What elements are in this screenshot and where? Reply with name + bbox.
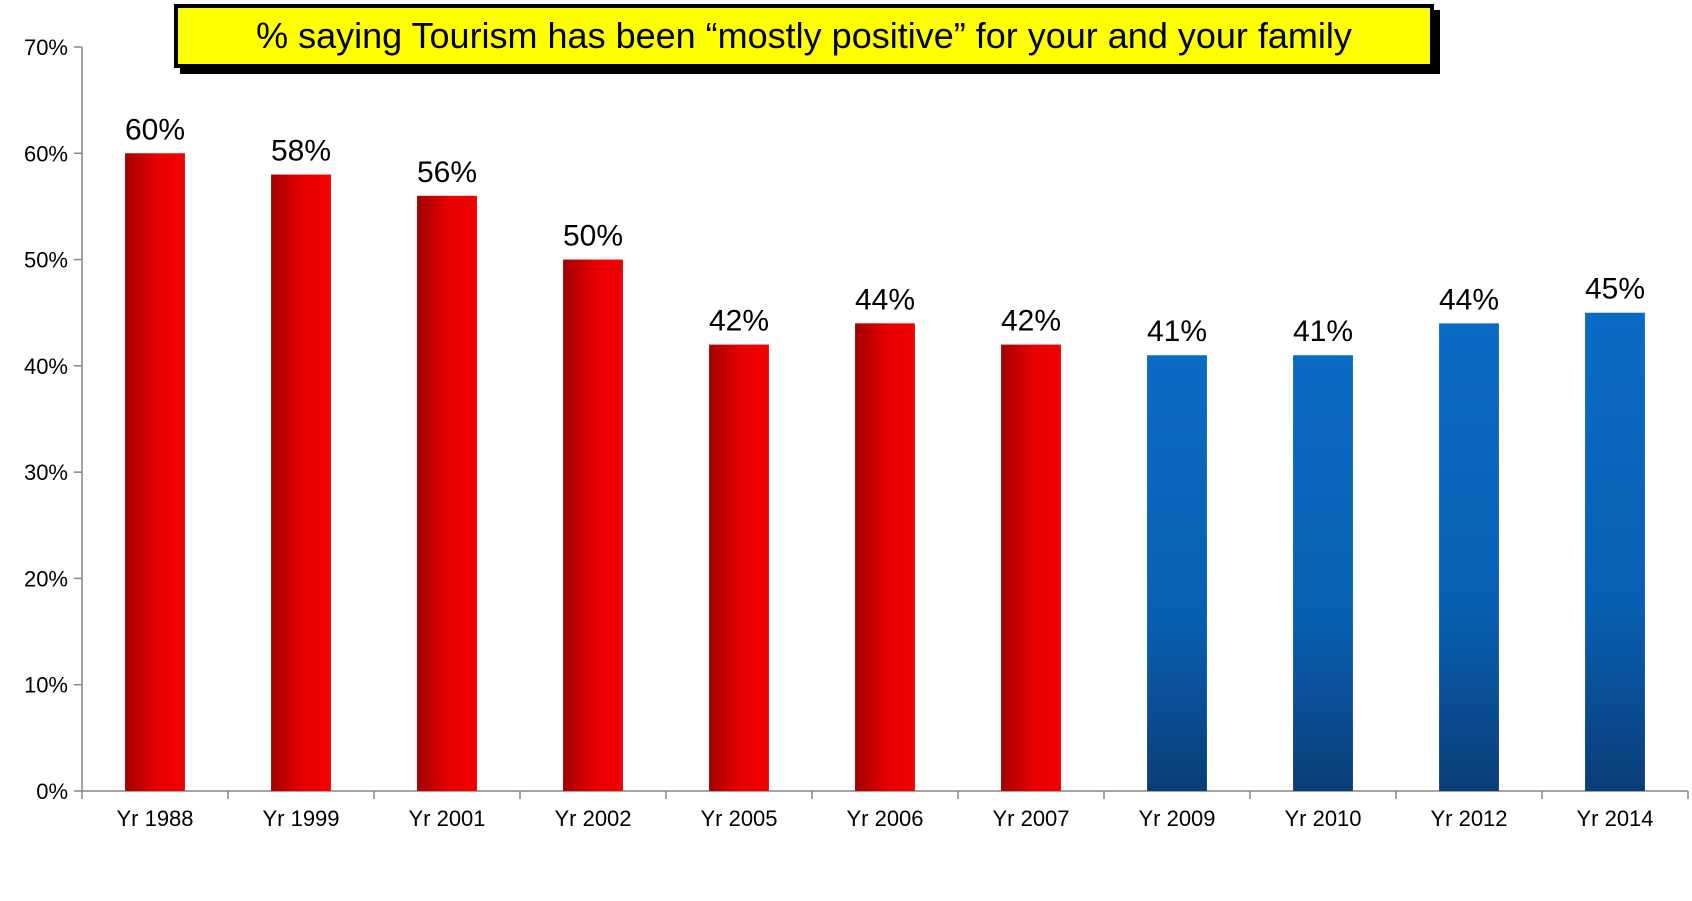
data-label: 44% xyxy=(855,283,915,316)
y-tick-label: 10% xyxy=(24,673,68,698)
y-tick-label: 0% xyxy=(36,779,68,804)
bar-yr-2006 xyxy=(855,323,915,791)
x-tick-label: Yr 2007 xyxy=(992,806,1069,831)
data-label: 44% xyxy=(1439,283,1499,316)
x-tick-label: Yr 2002 xyxy=(554,806,631,831)
y-tick-label: 20% xyxy=(24,566,68,591)
x-tick-label: Yr 2009 xyxy=(1138,806,1215,831)
data-label: 41% xyxy=(1293,315,1353,348)
axes: 0% 10% 20% 30% 40% 50% 60% 70% xyxy=(24,35,1689,804)
y-tick-label: 60% xyxy=(24,141,68,166)
data-label: 41% xyxy=(1147,315,1207,348)
y-tick-label: 40% xyxy=(24,354,68,379)
data-label: 58% xyxy=(271,135,331,168)
bars xyxy=(125,153,1645,792)
x-tick-label: Yr 1988 xyxy=(116,806,193,831)
x-tick-label: Yr 1999 xyxy=(262,806,339,831)
chart-title: % saying Tourism has been “mostly positi… xyxy=(174,4,1434,68)
labels: 60% Yr 1988 58% Yr 1999 56% Yr 2001 50% Yr 2002… xyxy=(116,113,1653,831)
y-tick-label: 50% xyxy=(24,248,68,273)
x-tick-label: Yr 2010 xyxy=(1284,806,1361,831)
x-tick-label: Yr 2014 xyxy=(1576,806,1653,831)
bar-yr-2010 xyxy=(1293,355,1353,791)
bar-yr-2014 xyxy=(1585,312,1645,791)
x-tick-label: Yr 2001 xyxy=(408,806,485,831)
x-tick-label: Yr 2012 xyxy=(1430,806,1507,831)
x-tick-label: Yr 2006 xyxy=(846,806,923,831)
data-label: 50% xyxy=(563,220,623,253)
bar-yr-2012 xyxy=(1439,323,1499,791)
y-tick-label: 30% xyxy=(24,460,68,485)
bar-yr-1988 xyxy=(125,153,185,792)
bar-yr-2002 xyxy=(563,259,623,792)
data-label: 45% xyxy=(1585,273,1645,306)
y-tick-label: 70% xyxy=(24,35,68,60)
bar-yr-2001 xyxy=(417,195,477,792)
bar-yr-2009 xyxy=(1147,355,1207,791)
data-label: 42% xyxy=(709,305,769,338)
data-label: 56% xyxy=(417,156,477,189)
data-label: 60% xyxy=(125,113,185,146)
bar-yr-2005 xyxy=(709,344,769,791)
data-label: 42% xyxy=(1001,305,1061,338)
bar-yr-2007 xyxy=(1001,344,1061,791)
bar-yr-1999 xyxy=(271,174,331,792)
x-tick-label: Yr 2005 xyxy=(700,806,777,831)
